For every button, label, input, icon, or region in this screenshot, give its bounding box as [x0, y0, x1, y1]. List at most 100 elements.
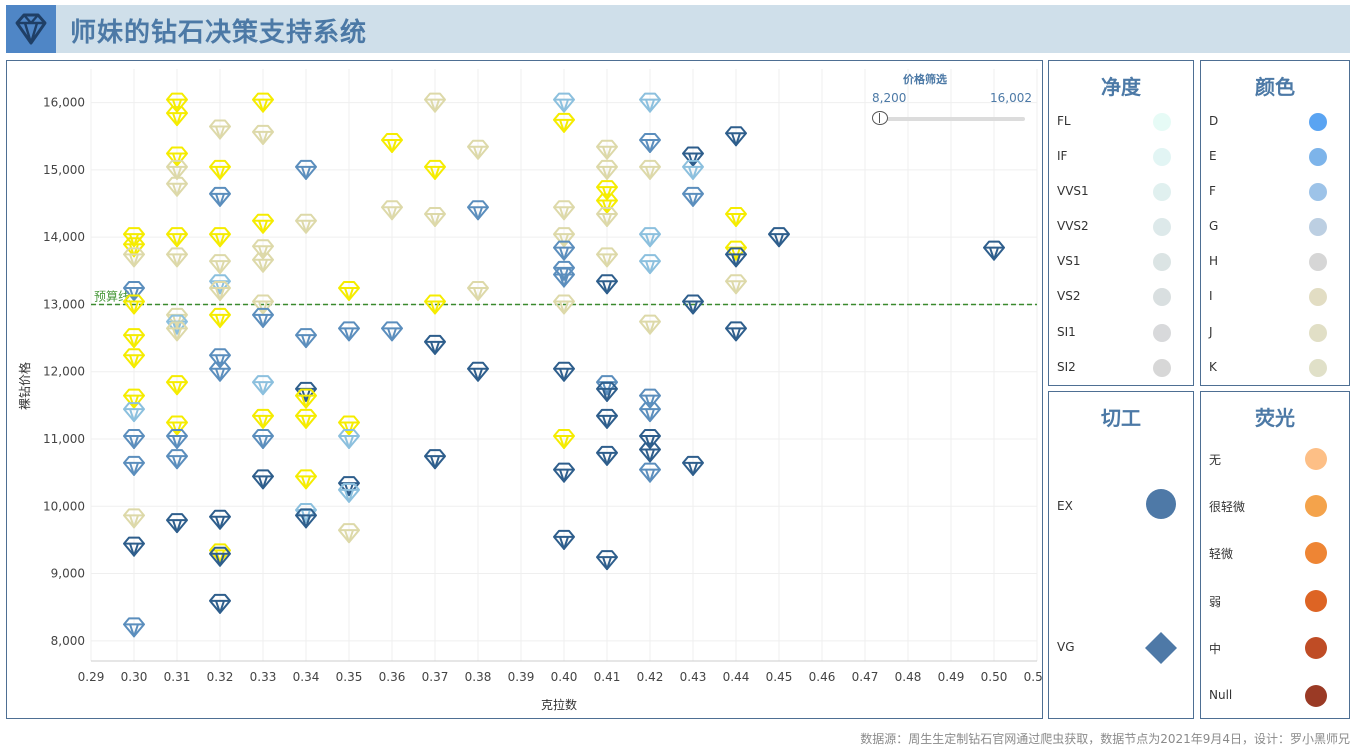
diamond-facets [210, 165, 230, 180]
legend-item-vvs2[interactable]: VVS2 [1049, 217, 1193, 237]
diamond-facets [425, 213, 445, 227]
legend-item-e[interactable]: E [1201, 147, 1349, 167]
legend-swatch [1309, 148, 1327, 166]
legend-item-si2[interactable]: SI2 [1049, 358, 1193, 378]
diamond-facets [468, 145, 488, 160]
diamond-facets [210, 192, 230, 207]
legend-swatch [1309, 288, 1327, 306]
legend-item-vg[interactable]: VG [1049, 638, 1193, 658]
legend-item-k[interactable]: K [1201, 358, 1349, 378]
legend-item-si1[interactable]: SI1 [1049, 323, 1193, 343]
diamond-facets [124, 408, 144, 423]
diamond-facets [597, 145, 617, 160]
legend-label: FL [1057, 114, 1071, 128]
y-tick-label: 8,000 [51, 634, 85, 648]
legend-item-fl[interactable]: FL [1049, 112, 1193, 132]
data-point-diamond-icon [553, 227, 575, 248]
data-point-diamond-icon [295, 159, 317, 180]
diamond-facets [468, 206, 488, 221]
diamond-facets [124, 542, 144, 557]
diamond-facets [683, 461, 703, 476]
legend-item-very-faint[interactable]: 很轻微 [1201, 495, 1349, 517]
legend-item-none[interactable]: 无 [1201, 448, 1349, 470]
data-point-diamond-icon [596, 247, 618, 268]
diamond-facets [253, 130, 273, 145]
diamond-facets [640, 165, 660, 180]
data-point-diamond-icon [467, 361, 489, 382]
x-tick-label: 0.42 [637, 670, 664, 684]
diamond-facets [124, 623, 144, 638]
x-tick-label: 0.35 [336, 670, 363, 684]
diamond-facets [425, 455, 445, 470]
diamond-facets [339, 488, 359, 503]
data-point-diamond-icon [209, 361, 231, 382]
diamond-facets [124, 461, 144, 476]
legend-item-f[interactable]: F [1201, 182, 1349, 202]
x-tick-label: 0.51 [1024, 670, 1042, 684]
price-filter-title: 价格筛选 [903, 73, 947, 86]
legend-item-i[interactable]: I [1201, 287, 1349, 307]
data-point-diamond-icon [338, 429, 360, 449]
legend-label: G [1209, 219, 1219, 233]
footer-source-note: 数据源：周生生定制钻石官网通过爬虫获取，数据节点为2021年9月4日，设计：罗小… [860, 732, 1350, 746]
data-point-diamond-icon [166, 415, 188, 436]
legend-label: Null [1209, 688, 1233, 702]
cut-legend: 切工 EX VG [1048, 391, 1194, 719]
diamond-facets [167, 98, 187, 113]
diamond-facets [167, 253, 187, 268]
data-point-diamond-icon [639, 133, 661, 153]
x-tick-label: 0.44 [723, 670, 750, 684]
legend-item-weak[interactable]: 弱 [1201, 590, 1349, 612]
data-point-diamond-icon [682, 294, 704, 315]
legend-label: E [1209, 149, 1217, 163]
data-point-diamond-icon [209, 348, 231, 369]
price-slider-track[interactable] [874, 117, 1025, 121]
data-point-diamond-icon [295, 388, 317, 409]
diamond-facets [554, 233, 574, 248]
legend-item-j[interactable]: J [1201, 323, 1349, 343]
diamond-facets [210, 515, 230, 530]
legend-label: VG [1057, 640, 1075, 654]
legend-item-if[interactable]: IF [1049, 147, 1193, 167]
y-tick-label: 9,000 [51, 567, 85, 581]
legend-item-null[interactable]: Null [1201, 685, 1349, 707]
legend-swatch [1153, 288, 1171, 306]
diamond-facets [253, 435, 273, 449]
diamond-facets [425, 340, 445, 355]
legend-item-vs2[interactable]: VS2 [1049, 287, 1193, 307]
data-point-diamond-icon [166, 429, 188, 449]
x-tick-label: 0.32 [207, 670, 234, 684]
price-filter[interactable]: 价格筛选 8,200 16,002 [860, 68, 1040, 128]
legend-item-d[interactable]: D [1201, 112, 1349, 132]
data-point-diamond-icon [166, 513, 188, 534]
diamond-facets [468, 287, 488, 301]
data-point-diamond-icon [166, 176, 188, 197]
diamond-facets [640, 139, 660, 153]
diamond-facets [382, 327, 402, 342]
diamond-facets [296, 334, 316, 349]
data-point-diamond-icon [596, 381, 618, 402]
legend-item-vvs1[interactable]: VVS1 [1049, 182, 1193, 202]
legend-item-ex[interactable]: EX [1049, 497, 1193, 517]
data-point-diamond-icon [553, 361, 575, 382]
price-slider-handle[interactable] [872, 111, 888, 125]
data-point-diamond-icon [553, 462, 575, 483]
diamond-facets [210, 599, 230, 614]
legend-swatch [1309, 183, 1327, 201]
legend-item-h[interactable]: H [1201, 252, 1349, 272]
color-legend-title: 颜色 [1255, 75, 1295, 99]
legend-swatch [1309, 218, 1327, 236]
legend-item-vs1[interactable]: VS1 [1049, 252, 1193, 272]
diamond-facets [726, 253, 746, 268]
clarity-legend-title: 净度 [1101, 75, 1141, 99]
data-point-diamond-icon [295, 469, 317, 490]
x-tick-label: 0.46 [809, 670, 836, 684]
legend-item-faint[interactable]: 轻微 [1201, 542, 1349, 564]
legend-swatch [1309, 324, 1327, 342]
diamond-facets [640, 448, 660, 463]
legend-item-g[interactable]: G [1201, 217, 1349, 237]
diamond-facets [296, 414, 316, 429]
cut-legend-title: 切工 [1101, 406, 1141, 430]
data-point-diamond-icon [983, 240, 1005, 261]
legend-item-medium[interactable]: 中 [1201, 637, 1349, 659]
